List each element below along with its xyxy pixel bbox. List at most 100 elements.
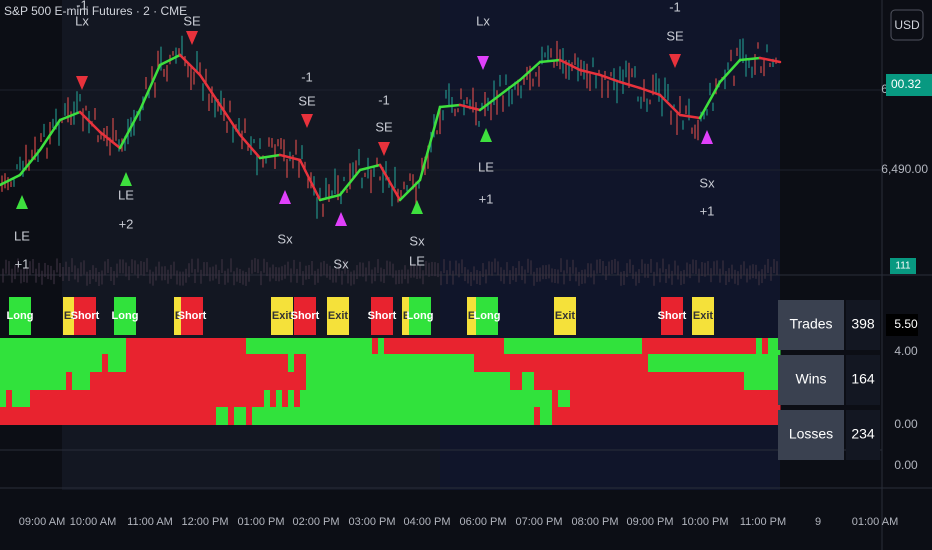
heat-cell [210, 407, 217, 425]
signal-label: LE [409, 253, 425, 268]
heat-cell [372, 372, 379, 390]
volume-bar [566, 259, 568, 274]
signal-label: SE [666, 28, 684, 43]
volume-bar [65, 261, 67, 276]
heat-cell [486, 390, 493, 407]
heat-cell [306, 354, 313, 372]
heat-cell [258, 354, 265, 372]
heat-cell [474, 338, 481, 354]
heat-cell [0, 354, 7, 372]
heat-cell [492, 407, 499, 425]
stats-cell [778, 300, 844, 350]
heat-cell [66, 407, 73, 425]
heat-cell [288, 407, 295, 425]
heat-cell [660, 372, 667, 390]
heat-cell [330, 338, 337, 354]
heat-cell [228, 354, 235, 372]
volume-bar [167, 269, 169, 284]
heat-cell [774, 354, 781, 372]
heat-cell [612, 407, 619, 425]
heat-cell [720, 354, 727, 372]
heat-cell [378, 390, 385, 407]
heat-cell [228, 407, 235, 425]
volume-bar [422, 270, 424, 285]
heat-cell [264, 338, 271, 354]
strategy-label: Short [658, 310, 687, 322]
volume-bar [494, 258, 496, 273]
volume-bar [194, 269, 196, 284]
heat-cell [300, 354, 307, 372]
strategy-label: Exit [272, 310, 293, 322]
heat-cell [534, 372, 541, 390]
heat-cell [588, 372, 595, 390]
ma-segment [78, 110, 102, 134]
heat-cell [354, 354, 361, 372]
heat-cell [60, 338, 67, 354]
heat-cell [234, 354, 241, 372]
heat-cell [636, 407, 643, 425]
volume-bar [242, 270, 244, 285]
strategy-label: Long [407, 310, 434, 322]
volume-bar [740, 264, 742, 279]
ma-segment [638, 86, 662, 97]
heat-cell [504, 407, 511, 425]
heat-cell [414, 372, 421, 390]
heat-cell [78, 354, 85, 372]
heat-cell [498, 338, 505, 354]
heat-cell [24, 407, 31, 425]
heat-cell [108, 407, 115, 425]
heat-cell [6, 338, 13, 354]
volume-bar [491, 261, 493, 276]
heat-cell [654, 354, 661, 372]
volume-bar [569, 267, 571, 282]
volume-bar [143, 261, 145, 276]
heat-cell [84, 407, 91, 425]
heat-cell [570, 354, 577, 372]
volume-bar [131, 259, 133, 274]
heat-cell [54, 390, 61, 407]
heat-cell [522, 338, 529, 354]
heat-cell [0, 390, 7, 407]
volume-bar [113, 271, 115, 286]
currency-label: USD [894, 18, 920, 32]
volume-bar [185, 268, 187, 283]
volume-bar [173, 261, 175, 276]
heat-cell [750, 407, 757, 425]
currency-button[interactable] [890, 9, 924, 41]
heat-cell [612, 354, 619, 372]
heat-cell [12, 338, 19, 354]
time-tick-label: 09:00 PM [626, 516, 673, 528]
heat-cell [138, 407, 145, 425]
heat-cell [336, 372, 343, 390]
volume-bar [53, 270, 55, 285]
heat-cell [66, 390, 73, 407]
heat-cell [384, 372, 391, 390]
heat-cell [696, 372, 703, 390]
heat-cell [420, 354, 427, 372]
heat-cell [216, 354, 223, 372]
heat-cell [774, 390, 781, 407]
heat-cell [366, 354, 373, 372]
heat-cell [618, 338, 625, 354]
heat-cell [198, 407, 205, 425]
volume-bar [110, 266, 112, 281]
heat-cell [228, 390, 235, 407]
volume-bar [41, 270, 43, 285]
heat-cell [558, 390, 565, 407]
heat-cell [558, 372, 565, 390]
volume-bar [134, 260, 136, 275]
volume-bar [233, 271, 235, 286]
heat-cell [324, 390, 331, 407]
time-tick-label: 01:00 PM [237, 516, 284, 528]
strategy-label-bg [294, 297, 316, 335]
volume-bar [632, 264, 634, 279]
heat-cell [144, 354, 151, 372]
heat-cell [630, 390, 637, 407]
heat-cell [240, 354, 247, 372]
volume-bar [758, 271, 760, 286]
volume-bar [557, 269, 559, 284]
heat-cell [60, 372, 67, 390]
heat-cell [540, 372, 547, 390]
volume-bar [212, 266, 214, 281]
ma-segment [378, 163, 402, 202]
